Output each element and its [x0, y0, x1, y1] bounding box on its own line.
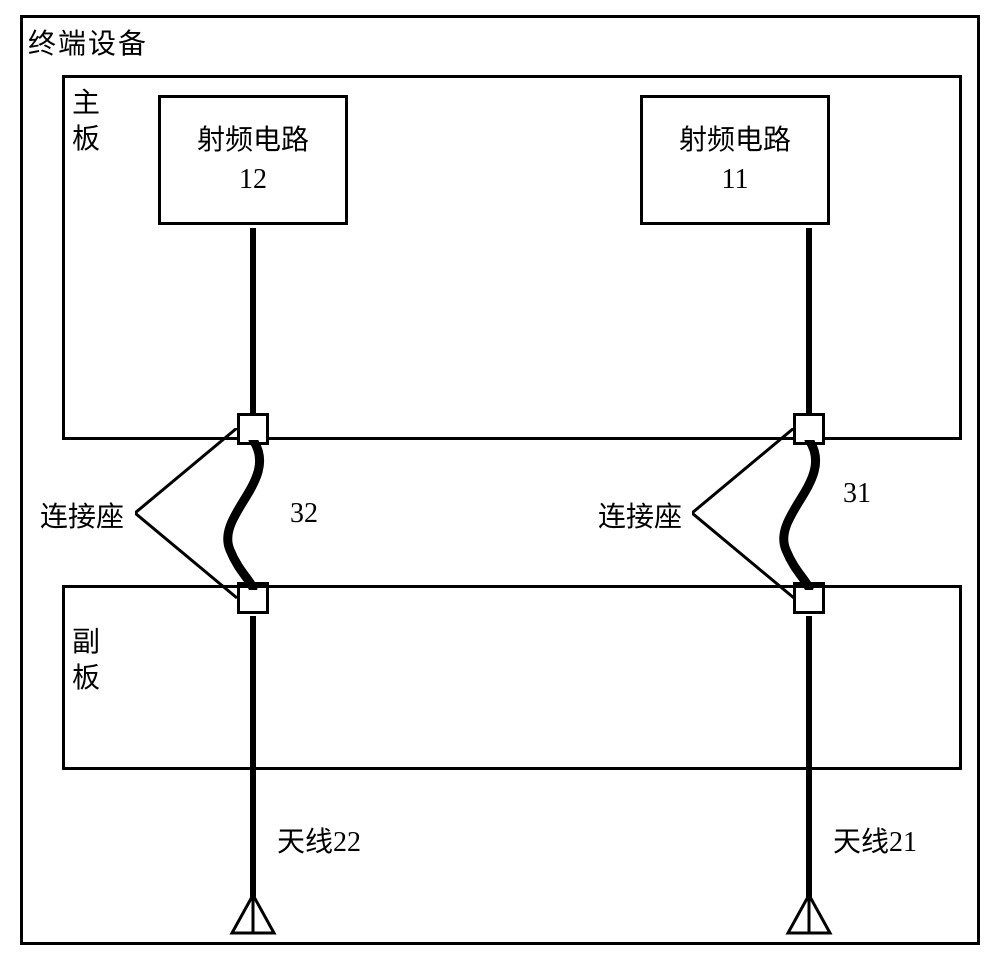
conn-pointer-left — [135, 428, 245, 600]
conn-pointer-right — [692, 428, 802, 600]
connector-label-left: 连接座 — [40, 495, 124, 535]
antenna-right-text: 天线 — [833, 827, 889, 858]
cable-num-right: 31 — [843, 478, 871, 510]
terminal-device-label: 终端设备 — [28, 22, 148, 62]
antenna-left-text: 天线 — [277, 827, 333, 858]
vline-ant-left — [250, 616, 256, 898]
vline-ant-right — [806, 616, 812, 898]
sub-board-label: 副 板 — [72, 625, 100, 698]
antenna-left-label: 天线22 — [277, 820, 361, 860]
rf-right-num: 11 — [722, 160, 749, 199]
vline-rf-left — [250, 228, 256, 418]
antenna-right-num: 21 — [889, 827, 917, 858]
antenna-icon-right — [784, 895, 834, 937]
rf-circuit-right: 射频电路 11 — [640, 95, 830, 225]
sub-board-frame — [62, 585, 962, 770]
main-board-label: 主 板 — [72, 86, 100, 159]
rf-left-num: 12 — [239, 160, 267, 199]
connector-label-right: 连接座 — [598, 495, 682, 535]
antenna-left-num: 22 — [333, 827, 361, 858]
rf-right-label: 射频电路 — [679, 121, 791, 160]
cable-num-left: 32 — [290, 498, 318, 530]
sub-board-label-text: 副 板 — [72, 627, 100, 694]
vline-rf-right — [806, 228, 812, 418]
antenna-right-label: 天线21 — [833, 820, 917, 860]
rf-circuit-left: 射频电路 12 — [158, 95, 348, 225]
rf-left-label: 射频电路 — [197, 121, 309, 160]
main-board-label-text: 主 板 — [72, 88, 100, 155]
antenna-icon-left — [228, 895, 278, 937]
